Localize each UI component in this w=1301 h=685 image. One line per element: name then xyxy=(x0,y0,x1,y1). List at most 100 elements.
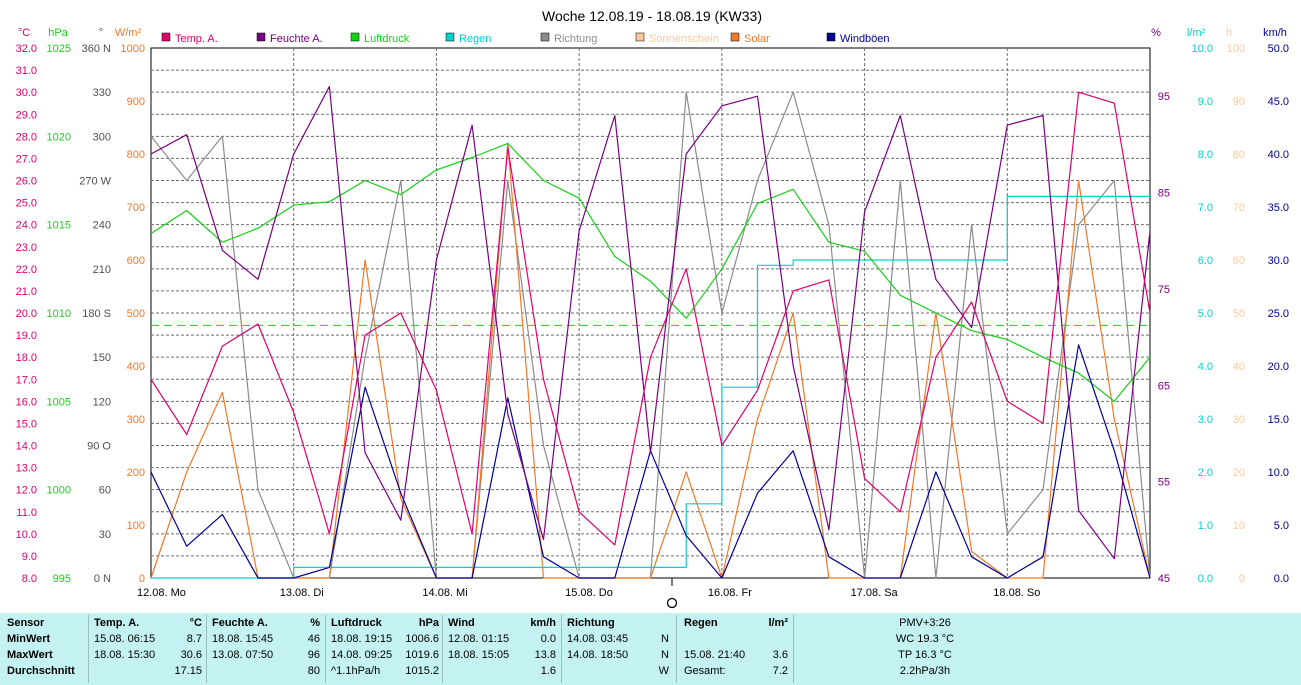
stats-value: 80 xyxy=(307,665,320,677)
axes: 8.0 9.0 10.0 11.0 12.0 13.0 14.0 15.0 16.0 17.0 18… xyxy=(16,27,1289,609)
wind-axis-tick-label: 10.0 xyxy=(1268,467,1289,479)
series-line-feuchte-a xyxy=(150,85,1151,560)
stats-value: 1006.6 xyxy=(405,633,439,645)
column-divider xyxy=(793,615,794,683)
pressure-axis-tick-label: 1000 xyxy=(47,485,71,497)
legend-label: Feuchte A. xyxy=(270,33,323,45)
solar-axis-unit: W/m² xyxy=(115,27,142,39)
stats-rain-title: Regen xyxy=(684,617,718,629)
legend-swatch xyxy=(350,32,360,42)
x-axis-day-label: 15.08. Do xyxy=(565,587,613,599)
direction-axis-tick-label: 90 O xyxy=(87,441,111,453)
wind-axis-tick-label: 15.0 xyxy=(1268,414,1289,426)
stats-wind-min: 12.08. 01:15 0.0 xyxy=(448,631,560,647)
stats-time: Gesamt: xyxy=(684,665,726,677)
stats-temp-min: 15.08. 06:15 8.7 xyxy=(94,631,206,647)
plot-area xyxy=(150,47,1151,579)
temp-axis-tick-label: 16.0 xyxy=(16,396,37,408)
time-marker-icon xyxy=(666,597,678,609)
stats-wind-header: Wind km/h xyxy=(448,615,560,631)
chart-title: Woche 12.08.19 - 18.08.19 (KW33) xyxy=(542,8,762,24)
temp-axis-tick-label: 15.0 xyxy=(16,418,37,430)
temp-axis-tick-label: 19.0 xyxy=(16,330,37,342)
stats-humidity-unit: % xyxy=(310,617,320,629)
stats-pressure-max: 14.08. 09:25 1019.6 xyxy=(331,647,443,663)
stats-time: 18.08. 15:05 xyxy=(448,649,510,661)
stats-wind-avg: 1.6 xyxy=(448,663,560,679)
solar-axis-tick-label: 200 xyxy=(127,467,145,479)
wind-axis-tick-label: 40.0 xyxy=(1268,149,1289,161)
direction-axis-tick-label: 330 xyxy=(93,87,111,99)
solar-axis-tick-label: 1000 xyxy=(121,43,145,55)
stats-pmv-pressure-trend: 2.2hPa/3h xyxy=(899,665,951,677)
stats-wind-unit: km/h xyxy=(530,617,556,629)
stats-humidity-min: 18.08. 15:45 46 xyxy=(212,631,324,647)
stats-temp-title: Temp. A. xyxy=(94,617,140,629)
temp-axis-tick-label: 30.0 xyxy=(16,87,37,99)
legend-label: Temp. A. xyxy=(175,33,218,45)
stats-value: 1.6 xyxy=(540,665,556,677)
stats-time: 18.08. 19:15 xyxy=(331,633,393,645)
stats-temp-max: 18.08. 15:30 30.6 xyxy=(94,647,206,663)
solar-axis-tick-label: 600 xyxy=(127,255,145,267)
direction-axis-tick-label: 180 S xyxy=(82,308,111,320)
stats-wind-column: Wind km/h 12.08. 01:15 0.0 18.08. 15:05 13.… xyxy=(448,615,560,683)
wind-axis-tick-label: 5.0 xyxy=(1274,520,1289,532)
temp-axis-tick-label: 18.0 xyxy=(16,352,37,364)
direction-axis-tick-label: 360 N xyxy=(82,43,111,55)
column-divider xyxy=(325,615,326,683)
stats-temp-unit: °C xyxy=(189,617,202,629)
x-axis-day-label: 17.08. Sa xyxy=(851,587,899,599)
column-divider xyxy=(442,615,443,683)
solar-axis-tick-label: 700 xyxy=(127,202,145,214)
stats-time: 15.08. 21:40 xyxy=(684,649,746,661)
temp-axis-unit: °C xyxy=(18,27,30,39)
humidity-axis-tick-label: 75 xyxy=(1158,284,1170,296)
x-axis-day-label: 12.08. Mo xyxy=(137,587,186,599)
stats-pmv-windchill: WC 19.3 °C xyxy=(895,633,955,645)
rain-axis-tick-label: 3.0 xyxy=(1198,414,1213,426)
column-divider xyxy=(676,615,677,683)
stats-pressure-unit: hPa xyxy=(418,617,439,629)
stats-temp-header: Temp. A. °C xyxy=(94,615,206,631)
temp-axis-tick-label: 26.0 xyxy=(16,176,37,188)
legend-label: Regen xyxy=(459,33,491,45)
legend-label: Richtung xyxy=(554,33,597,45)
stats-rain-unit: l/m² xyxy=(768,617,788,629)
stats-value: 3.6 xyxy=(772,649,788,661)
temp-axis-tick-label: 11.0 xyxy=(16,507,37,519)
wind-axis-tick-label: 35.0 xyxy=(1268,202,1289,214)
stats-temp-column: Temp. A. °C 15.08. 06:15 8.7 18.08. 15:30 3… xyxy=(94,615,206,683)
stats-time: 14.08. 03:45 xyxy=(567,633,629,645)
temp-axis-tick-label: 31.0 xyxy=(16,65,37,77)
solar-axis-tick-label: 100 xyxy=(127,520,145,532)
legend-label: Luftdruck xyxy=(364,33,410,45)
stats-humidity-header: Feuchte A.% xyxy=(212,615,324,631)
weather-chart: Woche 12.08.19 - 18.08.19 (KW33) Temp. A… xyxy=(15,8,1289,609)
legend-swatch xyxy=(161,32,171,42)
rain-axis-tick-label: 7.0 xyxy=(1198,202,1213,214)
pressure-axis-tick-label: 1005 xyxy=(47,396,71,408)
temp-axis-tick-label: 22.0 xyxy=(16,264,37,276)
stats-rain-max: 15.08. 21:40 3.6 xyxy=(684,647,792,663)
x-axis-day-label: 13.08. Di xyxy=(280,587,324,599)
humidity-axis-tick-label: 55 xyxy=(1158,477,1170,489)
stats-time: 12.08. 01:15 xyxy=(448,633,510,645)
humidity-axis-unit: % xyxy=(1151,27,1161,39)
temp-axis-tick-label: 20.0 xyxy=(16,308,37,320)
rain-axis-tick-label: 2.0 xyxy=(1198,467,1213,479)
pressure-axis-tick-label: 1010 xyxy=(47,308,71,320)
direction-axis-tick-label: 240 xyxy=(93,220,111,232)
solar-axis-tick-label: 500 xyxy=(127,308,145,320)
temp-axis-tick-label: 24.0 xyxy=(16,220,37,232)
stats-rain-column: Regen l/m² 15.08. 21:40 3.6 Gesamt: 7.2 xyxy=(684,615,792,683)
rain-axis-tick-label: 6.0 xyxy=(1198,255,1213,267)
rain-axis-tick-label: 1.0 xyxy=(1198,520,1213,532)
pressure-axis-tick-label: 1025 xyxy=(47,43,71,55)
column-divider xyxy=(88,615,89,683)
wind-axis-tick-label: 20.0 xyxy=(1268,361,1289,373)
direction-axis-tick-label: 120 xyxy=(93,396,111,408)
temp-axis-tick-label: 23.0 xyxy=(16,242,37,254)
solar-axis-tick-label: 300 xyxy=(127,414,145,426)
sunshine-axis-tick-label: 80 xyxy=(1233,149,1245,161)
